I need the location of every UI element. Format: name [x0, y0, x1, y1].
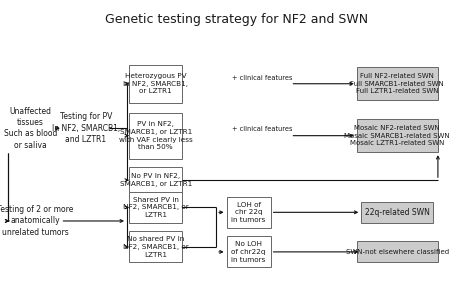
Text: Shared PV in
NF2, SMARCB1, or
LZTR1: Shared PV in NF2, SMARCB1, or LZTR1	[123, 197, 189, 218]
Title: Genetic testing strategy for NF2 and SWN: Genetic testing strategy for NF2 and SWN	[105, 13, 369, 26]
Text: Testing of 2 or more
anatomically
unrelated tumors: Testing of 2 or more anatomically unrela…	[0, 205, 73, 237]
Text: No shared PV In
NF2, SMARCB1, or
LZTR1: No shared PV In NF2, SMARCB1, or LZTR1	[123, 236, 189, 258]
FancyBboxPatch shape	[356, 241, 438, 262]
FancyBboxPatch shape	[129, 167, 182, 193]
FancyBboxPatch shape	[361, 202, 433, 223]
FancyBboxPatch shape	[356, 67, 438, 100]
Text: Testing for PV
In NF2, SMARCB1,
and LZTR1: Testing for PV In NF2, SMARCB1, and LZTR…	[52, 112, 120, 144]
FancyBboxPatch shape	[227, 236, 271, 267]
Text: Mosaic NF2-related SWN
Mosaic SMARCB1-related SWN
Mosaic LZTR1-related SWN: Mosaic NF2-related SWN Mosaic SMARCB1-re…	[345, 125, 450, 146]
Text: Full NF2-related SWN
Full SMARCB1-related SWN
Full LZTR1-related SWN: Full NF2-related SWN Full SMARCB1-relate…	[350, 73, 444, 94]
FancyBboxPatch shape	[129, 65, 182, 103]
FancyBboxPatch shape	[227, 197, 271, 228]
FancyBboxPatch shape	[129, 192, 182, 223]
Text: 22q-related SWN: 22q-related SWN	[365, 208, 430, 217]
Text: No LOH
of chr22q
in tumors: No LOH of chr22q in tumors	[231, 241, 266, 263]
FancyBboxPatch shape	[129, 113, 182, 158]
Text: + clinical features: + clinical features	[232, 74, 293, 81]
Text: No PV In NF2,
SMARCB1, or LZTR1: No PV In NF2, SMARCB1, or LZTR1	[119, 173, 192, 187]
Text: + clinical features: + clinical features	[232, 126, 293, 132]
Text: SWN-not elsewhere classified: SWN-not elsewhere classified	[346, 249, 449, 255]
Text: Unaffected
tissues
Such as blood
or saliva: Unaffected tissues Such as blood or sali…	[4, 106, 57, 150]
FancyBboxPatch shape	[356, 119, 438, 152]
FancyBboxPatch shape	[129, 232, 182, 262]
Text: PV in NF2,
SMARCB1, or LZTR1
with VAF clearly less
than 50%: PV in NF2, SMARCB1, or LZTR1 with VAF cl…	[119, 121, 192, 150]
Text: Heterozygous PV
In NF2, SMARCB1,
or LZTR1: Heterozygous PV In NF2, SMARCB1, or LZTR…	[123, 73, 188, 94]
Text: LOH of
chr 22q
in tumors: LOH of chr 22q in tumors	[231, 201, 266, 223]
